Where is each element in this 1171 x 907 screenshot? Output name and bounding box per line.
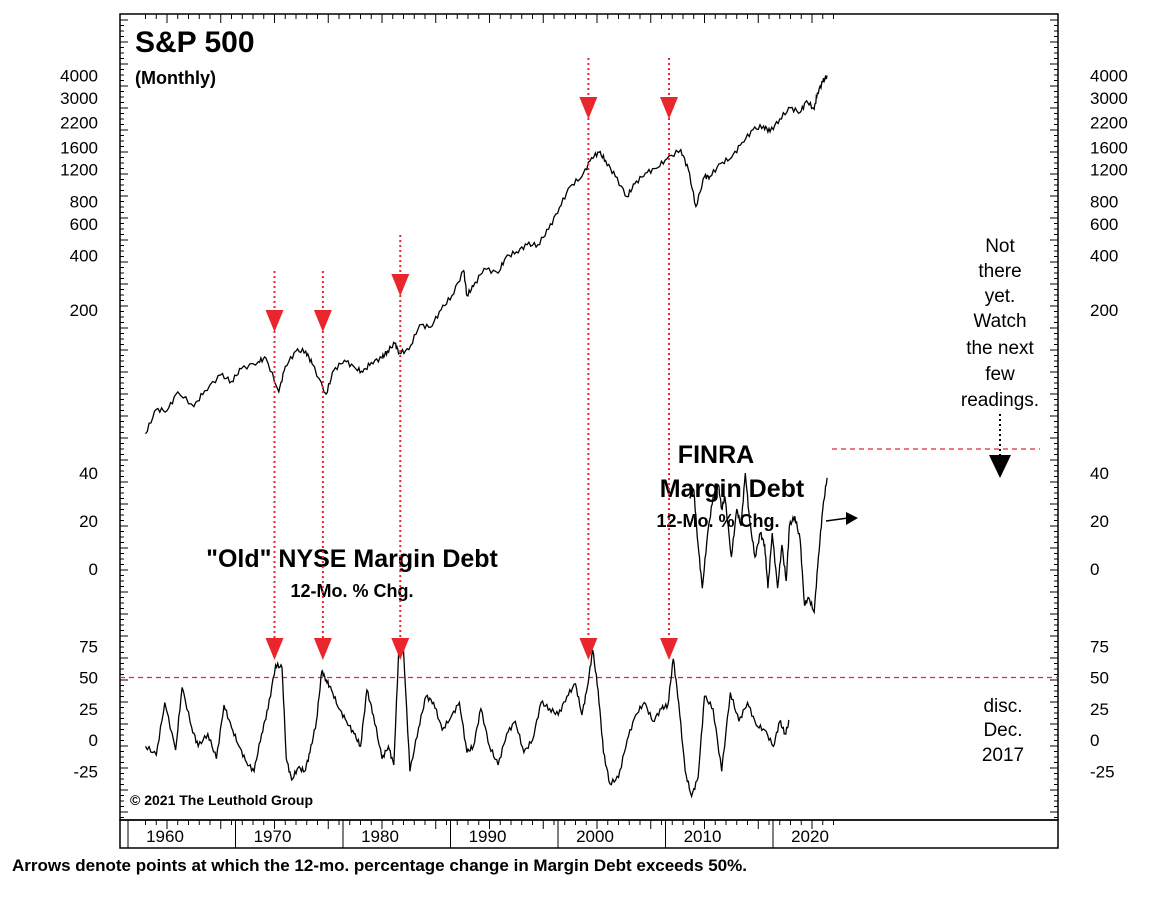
marker-arrow-top-2 [391, 274, 410, 296]
nyse-right-tick--25: -25 [1090, 762, 1115, 781]
not-there-line-2: there [978, 261, 1021, 282]
marker-arrow-bottom-3 [579, 638, 598, 660]
sp500-line [144, 75, 828, 435]
finra-right-tick-40: 40 [1090, 464, 1109, 483]
x-label-1970: 1970 [254, 827, 292, 846]
not-there-line-7: readings. [961, 390, 1039, 411]
marker-arrow-top-1 [313, 310, 332, 332]
nyse-left-tick--25: -25 [73, 762, 98, 781]
disc-line-1: disc. [983, 696, 1022, 717]
sp-left-tick-2200: 2200 [60, 113, 98, 132]
nyse-label-2: 12-Mo. % Chg. [290, 581, 413, 601]
finra-left-tick-0: 0 [89, 560, 98, 579]
sp-right-tick-2200: 2200 [1090, 113, 1128, 132]
nyse-left-tick-25: 25 [79, 700, 98, 719]
sp-left-tick-4000: 4000 [60, 67, 98, 86]
not-there-line-5: the next [966, 338, 1034, 359]
marker-arrow-top-3 [579, 97, 598, 119]
sp-left-tick-1600: 1600 [60, 138, 98, 157]
nyse-right-tick-75: 75 [1090, 637, 1109, 656]
marker-arrow-top-4 [660, 97, 679, 119]
marker-arrow-bottom-0 [265, 638, 284, 660]
marker-arrow-bottom-2 [391, 638, 410, 660]
finra-label-3: 12-Mo. % Chg. [656, 511, 779, 531]
not-there-line-3: yet. [985, 286, 1016, 307]
sp-right-tick-200: 200 [1090, 301, 1118, 320]
sp-left-tick-600: 600 [70, 215, 98, 234]
chart-svg: S&P 500 (Monthly) FINRA Margin Debt 12-M… [60, 13, 1128, 849]
nyse-right-tick-0: 0 [1090, 731, 1099, 750]
sp-right-tick-1600: 1600 [1090, 138, 1128, 157]
finra-left-tick-20: 20 [79, 512, 98, 531]
sp-left-tick-800: 800 [70, 192, 98, 211]
x-axis-frame [119, 819, 1059, 849]
sp-left-tick-1200: 1200 [60, 161, 98, 180]
marker-arrow-bottom-1 [313, 638, 332, 660]
sp-left-tick-3000: 3000 [60, 89, 98, 108]
x-label-1990: 1990 [469, 827, 507, 846]
not-there-line-6: few [985, 364, 1015, 385]
nyse-line [144, 639, 790, 799]
nyse-right-tick-50: 50 [1090, 669, 1109, 688]
sp-right-tick-600: 600 [1090, 215, 1118, 234]
sp-left-tick-400: 400 [70, 247, 98, 266]
disc-line-2: Dec. [983, 720, 1022, 741]
finra-pointer-arrow [846, 512, 858, 525]
not-there-line-4: Watch [973, 311, 1026, 332]
x-label-2020: 2020 [791, 827, 829, 846]
nyse-label-1: "Old" NYSE Margin Debt [206, 545, 498, 573]
finra-label-1: FINRA [678, 441, 754, 469]
sp-right-tick-3000: 3000 [1090, 89, 1128, 108]
finra-left-tick-40: 40 [79, 464, 98, 483]
not-there-line-1: Not [985, 236, 1015, 257]
chart-caption: Arrows denote points at which the 12-mo.… [12, 856, 747, 875]
sp-right-tick-400: 400 [1090, 247, 1118, 266]
finra-line [688, 472, 828, 615]
sp-subtitle: (Monthly) [135, 68, 216, 88]
x-label-1960: 1960 [146, 827, 184, 846]
not-there-arrow [989, 455, 1011, 478]
x-label-1980: 1980 [361, 827, 399, 846]
nyse-left-tick-50: 50 [79, 669, 98, 688]
sp-title: S&P 500 [135, 26, 255, 59]
marker-arrow-bottom-4 [660, 638, 679, 660]
nyse-right-tick-25: 25 [1090, 700, 1109, 719]
copyright: © 2021 The Leuthold Group [130, 792, 313, 808]
finra-pointer-line [825, 517, 849, 522]
sp-right-tick-1200: 1200 [1090, 161, 1128, 180]
sp-left-tick-200: 200 [70, 301, 98, 320]
finra-right-tick-20: 20 [1090, 512, 1109, 531]
sp-right-tick-4000: 4000 [1090, 67, 1128, 86]
nyse-left-tick-75: 75 [79, 637, 98, 656]
finra-right-tick-0: 0 [1090, 560, 1099, 579]
x-label-2000: 2000 [576, 827, 614, 846]
x-label-2010: 2010 [684, 827, 722, 846]
marker-arrow-top-0 [265, 310, 284, 332]
nyse-left-tick-0: 0 [89, 731, 98, 750]
sp-right-tick-800: 800 [1090, 192, 1118, 211]
finra-label-2: Margin Debt [660, 475, 805, 503]
disc-line-3: 2017 [982, 745, 1024, 766]
